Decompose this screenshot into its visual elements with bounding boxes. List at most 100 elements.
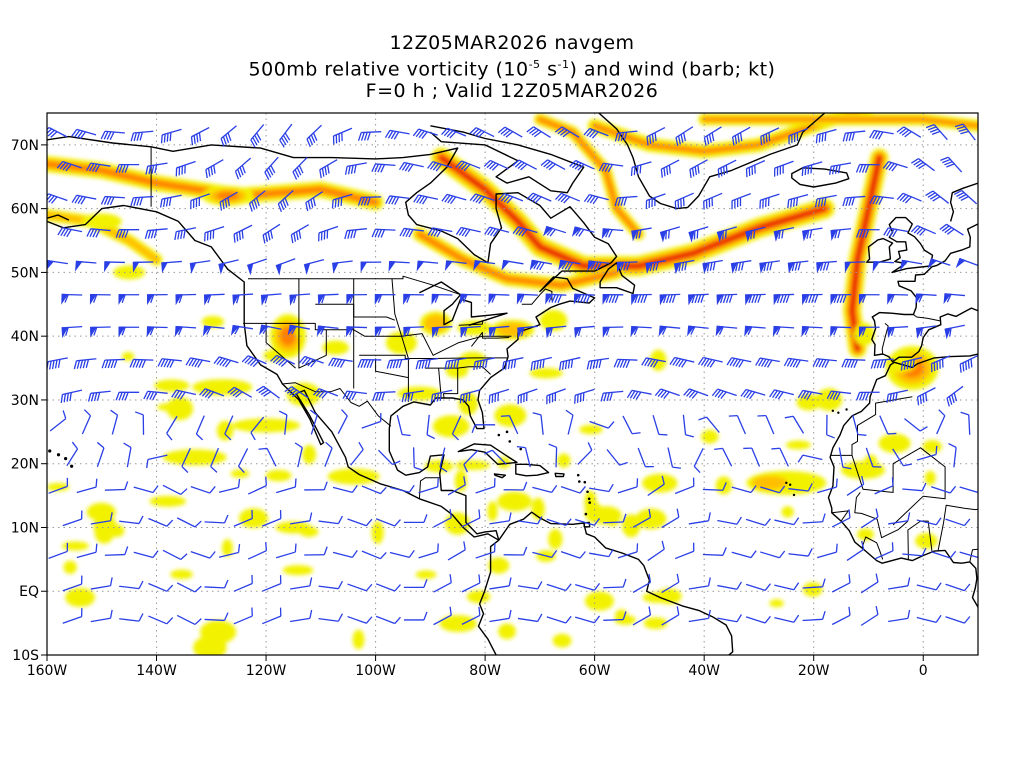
barb-pennant — [772, 325, 781, 337]
barb-shaft — [802, 618, 823, 622]
barb-shaft — [945, 583, 965, 592]
barb-shaft — [332, 486, 353, 493]
boundary-line — [248, 275, 461, 296]
barb-shaft — [532, 486, 552, 493]
barb-shaft — [264, 156, 279, 173]
barb-shaft — [396, 414, 403, 435]
barb-feather — [104, 359, 109, 369]
barb-shaft — [831, 162, 852, 167]
barb-feather — [899, 194, 907, 202]
barb-shaft — [297, 447, 303, 468]
barb-feather — [616, 359, 622, 368]
barb-pennant — [431, 326, 439, 339]
barb-feather — [247, 357, 255, 365]
barb-feather — [954, 123, 964, 128]
barb-feather — [592, 196, 599, 205]
wind-barb — [826, 414, 835, 439]
barb-feather — [363, 359, 368, 368]
barb-feather — [665, 294, 670, 304]
wind-barb — [697, 356, 723, 368]
barb-feather — [510, 359, 514, 369]
barb-feather — [492, 327, 496, 336]
wind-barb — [882, 161, 908, 172]
wind-barb — [270, 354, 296, 368]
barb-shaft — [475, 357, 496, 363]
barb-feather — [51, 360, 55, 370]
barb-feather — [722, 294, 727, 304]
wind-barb — [415, 357, 439, 370]
wind-barb — [945, 518, 971, 527]
barb-feather — [680, 134, 684, 143]
barb-feather — [797, 454, 804, 463]
barb-pennant — [631, 229, 638, 242]
vorticity-cell — [751, 475, 788, 490]
barb-shaft — [489, 617, 510, 623]
wind-barb — [669, 356, 695, 368]
barb-feather — [663, 167, 666, 177]
wind-barb — [290, 224, 309, 244]
wind-barb — [530, 356, 552, 371]
barb-feather — [918, 294, 924, 303]
barb-shaft — [962, 123, 976, 141]
y-tick-label: 30N — [11, 393, 39, 409]
barb-shaft — [291, 386, 309, 399]
barb-pennant — [688, 294, 695, 306]
barb-shaft — [90, 162, 111, 167]
wind-barb — [430, 389, 453, 403]
wind-barb — [444, 357, 467, 370]
barb-shaft — [304, 355, 324, 364]
barb-feather — [661, 326, 667, 335]
barb-feather — [74, 195, 81, 204]
wind-barb — [501, 357, 524, 371]
barb-feather — [258, 447, 268, 450]
wind-barb — [693, 448, 704, 473]
barb-feather — [469, 193, 477, 201]
barb-shaft — [589, 487, 609, 493]
barb-feather — [344, 166, 348, 175]
barb-feather — [614, 197, 619, 207]
wind-barb — [916, 445, 938, 461]
barb-feather — [500, 194, 508, 202]
wind-barb — [96, 441, 105, 467]
wind-barb — [545, 325, 567, 339]
barb-feather — [296, 167, 302, 176]
barb-feather — [426, 434, 436, 440]
barb-shaft — [318, 617, 339, 622]
barb-shaft — [290, 585, 310, 590]
barb-feather — [166, 133, 169, 142]
wind-barb — [433, 509, 452, 528]
wind-barb — [517, 613, 543, 623]
wind-barb — [433, 574, 452, 593]
vorticity-cell — [802, 582, 823, 597]
barb-pennant — [202, 325, 211, 337]
island-dot — [845, 408, 848, 411]
barb-shaft — [375, 228, 396, 231]
barb-pennant — [602, 293, 610, 305]
barb-shaft — [76, 551, 97, 559]
barb-feather — [586, 361, 590, 370]
wind-barb — [489, 577, 512, 590]
barb-pennant — [830, 229, 838, 241]
wind-barb — [115, 163, 140, 173]
barb-feather — [374, 163, 380, 173]
barb-feather — [872, 196, 878, 205]
barb-shaft — [205, 388, 225, 397]
barb-feather — [709, 262, 713, 271]
wind-barb — [159, 194, 182, 208]
wind-barb — [546, 518, 572, 527]
barb-shaft — [148, 517, 168, 527]
barb-feather — [337, 198, 340, 207]
barb-feather — [224, 359, 232, 368]
barb-feather — [643, 294, 648, 303]
barb-shaft — [263, 385, 280, 399]
barb-shaft — [62, 616, 82, 624]
wind-barb — [558, 259, 581, 271]
barb-feather — [725, 165, 728, 174]
barb-feather — [129, 359, 134, 368]
barb-shaft — [717, 519, 738, 525]
barb-shaft — [176, 614, 196, 626]
barb-feather — [193, 135, 196, 144]
barb-feather — [77, 130, 84, 139]
barb-feather — [463, 163, 471, 172]
wind-barb — [860, 508, 879, 529]
